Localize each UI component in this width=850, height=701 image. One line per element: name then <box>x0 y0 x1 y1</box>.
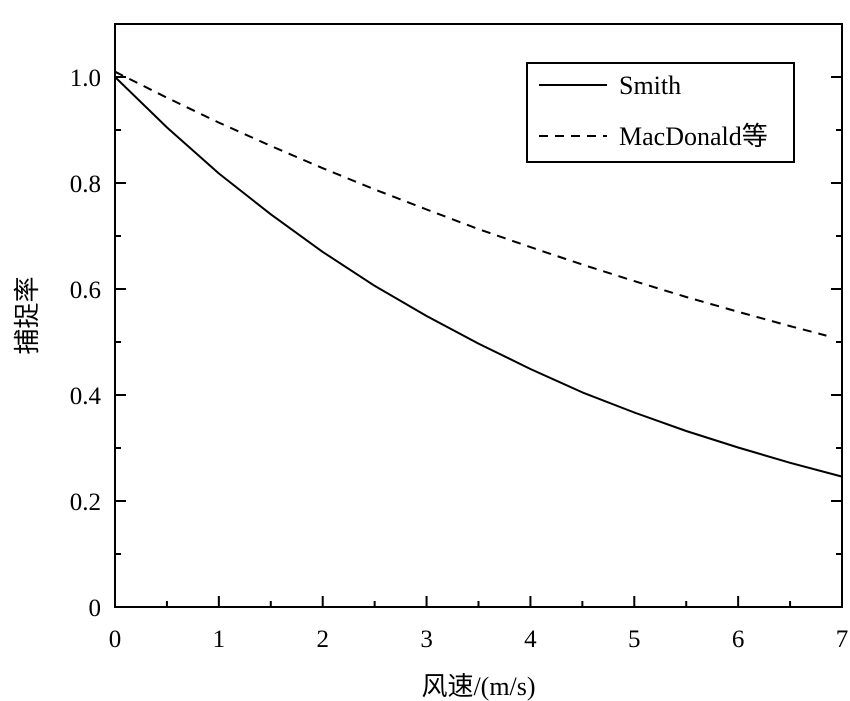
y-axis-label: 捕捉率 <box>13 276 42 354</box>
series-layer <box>114 70 843 478</box>
y-tick-label: 0.8 <box>70 171 101 198</box>
ticks-layer: 0 1 2 3 4 5 6 7 0 0.2 0.4 0.6 0.8 1.0 <box>70 65 849 653</box>
y-tick-label: 0.2 <box>70 489 101 516</box>
x-tick-label: 2 <box>316 626 329 653</box>
series-line-macdonald <box>114 70 827 337</box>
legend: Smith MacDonald等 <box>526 62 795 163</box>
x-tick-label: 1 <box>213 626 226 653</box>
y-tick-label: 1.0 <box>70 65 101 92</box>
x-tick-label: 0 <box>109 626 122 653</box>
x-tick-label: 3 <box>420 626 433 653</box>
y-tick-label: 0.4 <box>70 383 102 410</box>
x-tick-label: 7 <box>836 626 849 653</box>
plot-area-frame <box>114 23 843 608</box>
x-axis-label: 风速/(m/s) <box>421 672 535 701</box>
x-tick-label: 4 <box>524 626 537 653</box>
x-tick-label: 6 <box>732 626 745 653</box>
series-line-smith <box>114 76 843 478</box>
legend-entry-label: MacDonald等 <box>619 122 768 151</box>
y-tick-label: 0.6 <box>70 277 101 304</box>
legend-entry-label: Smith <box>619 71 681 100</box>
x-tick-label: 5 <box>628 626 641 653</box>
legend-box <box>526 62 795 163</box>
y-tick-label: 0 <box>89 595 102 622</box>
